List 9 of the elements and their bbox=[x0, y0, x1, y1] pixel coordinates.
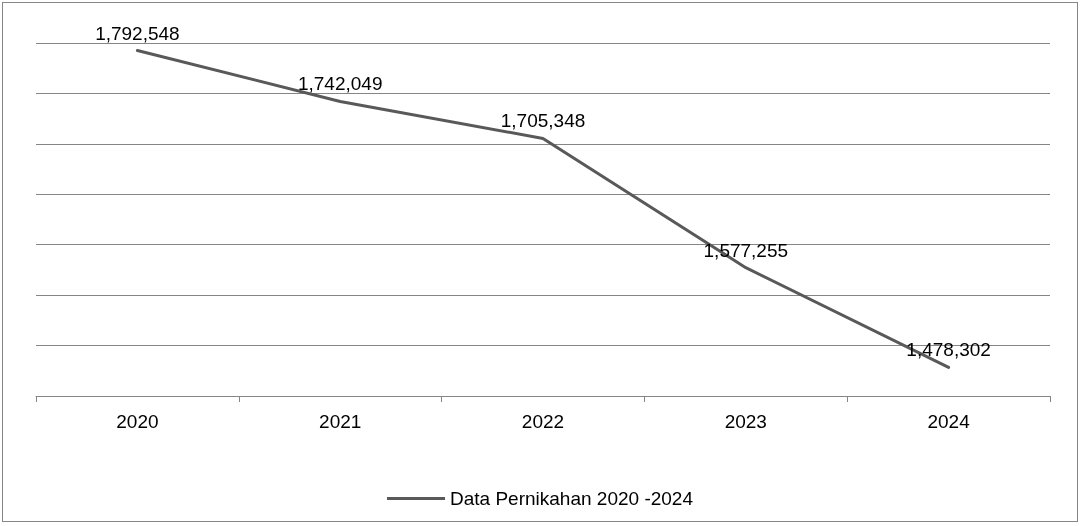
x-tick-label: 2021 bbox=[319, 411, 362, 432]
x-tick-label: 2023 bbox=[724, 411, 767, 432]
data-label: 1,792,548 bbox=[95, 22, 180, 44]
x-tick-label: 2022 bbox=[521, 411, 565, 432]
data-label: 1,705,348 bbox=[500, 110, 586, 132]
legend-label: Data Pernikahan 2020 -2024 bbox=[450, 488, 694, 509]
x-tick-label: 2024 bbox=[927, 411, 971, 432]
data-label: 1,742,049 bbox=[297, 73, 383, 95]
x-tick-label: 2020 bbox=[116, 411, 159, 432]
